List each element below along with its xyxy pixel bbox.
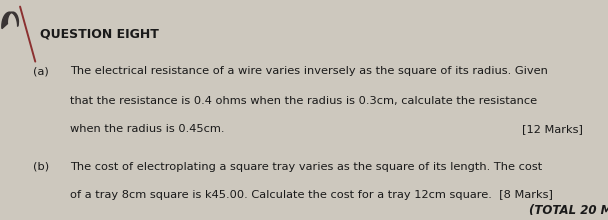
- Text: (a): (a): [33, 66, 49, 76]
- Text: QUESTION EIGHT: QUESTION EIGHT: [40, 28, 159, 40]
- Text: The cost of electroplating a square tray varies as the square of its length. The: The cost of electroplating a square tray…: [70, 162, 542, 172]
- Text: (TOTAL 20 Marks): (TOTAL 20 Marks): [529, 204, 608, 217]
- Text: [12 Marks]: [12 Marks]: [522, 124, 582, 134]
- Text: The electrical resistance of a wire varies inversely as the square of its radius: The electrical resistance of a wire vari…: [70, 66, 548, 76]
- Text: that the resistance is 0.4 ohms when the radius is 0.3cm, calculate the resistan: that the resistance is 0.4 ohms when the…: [70, 96, 537, 106]
- Text: when the radius is 0.45cm.: when the radius is 0.45cm.: [70, 124, 224, 134]
- Text: (b): (b): [33, 162, 50, 172]
- Polygon shape: [2, 12, 18, 29]
- Text: of a tray 8cm square is k45.00. Calculate the cost for a tray 12cm square.  [8 M: of a tray 8cm square is k45.00. Calculat…: [70, 190, 553, 200]
